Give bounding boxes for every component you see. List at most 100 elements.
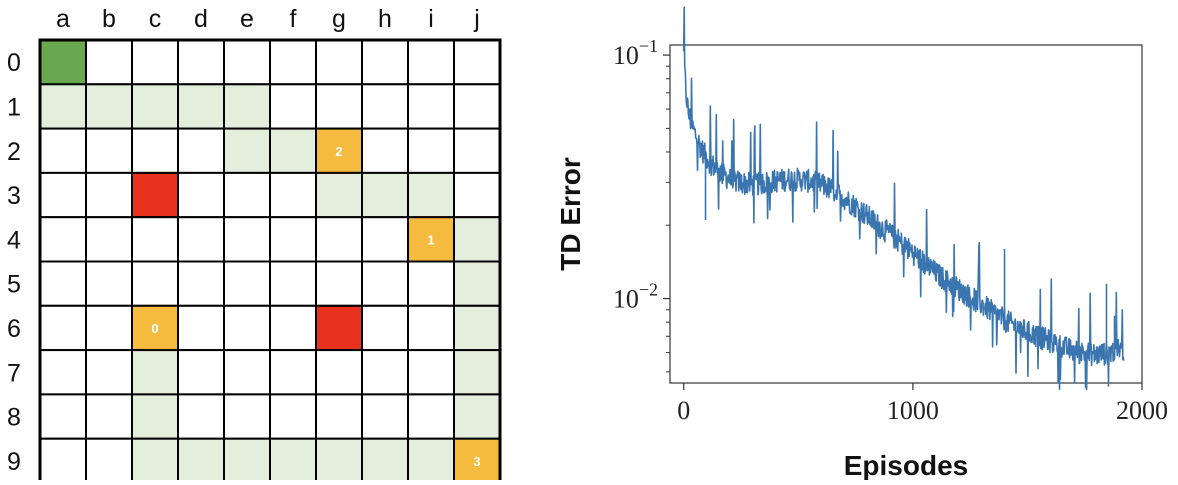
- grid-cell-g0: [315, 39, 363, 86]
- grid-cell-e1-path: [223, 83, 271, 130]
- grid-cell-g9-path: [315, 437, 363, 485]
- grid-cell-f7: [269, 349, 317, 396]
- row-label-4: 4: [7, 226, 21, 254]
- grid-cell-e5: [223, 260, 271, 307]
- grid-cell-a1-path: [39, 83, 87, 130]
- grid-cell-a7: [39, 349, 87, 396]
- grid-cell-j2: [453, 127, 501, 174]
- grid-cell-f6: [269, 304, 317, 352]
- grid-cell-c5: [131, 260, 179, 307]
- x-axis-title: Episodes: [844, 450, 968, 480]
- column-label-a: a: [56, 5, 70, 33]
- grid-cell-c3-obstacle: [131, 171, 179, 219]
- grid-cell-d6: [177, 304, 225, 352]
- grid-cell-f0: [269, 39, 317, 86]
- column-label-d: d: [194, 5, 208, 33]
- grid-cell-a6: [39, 304, 87, 352]
- row-label-6: 6: [7, 315, 21, 343]
- grid-cell-b8: [85, 393, 133, 440]
- grid-cell-g3-path: [315, 171, 363, 219]
- grid-cell-i2: [407, 127, 455, 174]
- column-label-g: g: [332, 5, 346, 33]
- grid-cell-h4: [361, 216, 409, 263]
- td-error-chart-svg: 0 1000 2000 10−1 10−2 Episodes TD Error: [555, 6, 1168, 481]
- row-label-3: 3: [7, 182, 21, 210]
- grid-cell-e6: [223, 304, 271, 352]
- grid-cell-f9-path: [269, 437, 317, 485]
- grid-cell-e3: [223, 171, 271, 219]
- row-label-5: 5: [7, 271, 21, 299]
- grid-cell-e8: [223, 393, 271, 440]
- grid-cell-h0: [361, 39, 409, 86]
- grid-cell-j7-path: [453, 349, 501, 396]
- gridworld-figure: a b c d e f g h i j 0 1 2 3 4 5 6 7 8 9 2 1 0 3: [0, 0, 510, 485]
- td-error-chart: 0 1000 2000 10−1 10−2 Episodes TD Error: [540, 0, 1178, 481]
- grid-cell-e2-path: [223, 127, 271, 174]
- grid-cell-g4: [315, 216, 363, 263]
- x-tick-label: 0: [677, 396, 690, 425]
- grid-cell-e4: [223, 216, 271, 263]
- grid-cell-d3: [177, 171, 225, 219]
- y-tick-label: 10−1: [613, 36, 658, 70]
- row-label-1: 1: [7, 93, 21, 121]
- grid-cell-b5: [85, 260, 133, 307]
- grid-cell-d1-path: [177, 83, 225, 130]
- grid-cell-f4: [269, 216, 317, 263]
- grid-cell-i6: [407, 304, 455, 352]
- grid-cell-i9-path: [407, 437, 455, 485]
- goal-label-2: 2: [335, 144, 342, 159]
- grid-cell-j5-path: [453, 260, 501, 307]
- grid-cell-f1: [269, 83, 317, 130]
- grid-cell-a3: [39, 171, 87, 219]
- grid-cell-d4: [177, 216, 225, 263]
- grid-cell-f8: [269, 393, 317, 440]
- grid-cell-j6-path: [453, 304, 501, 352]
- grid-cell-b1-path: [85, 83, 133, 130]
- grid-cell-e0: [223, 39, 271, 86]
- grid-cell-b7: [85, 349, 133, 396]
- column-label-b: b: [102, 5, 116, 33]
- grid-cell-j4-path: [453, 216, 501, 263]
- grid-cell-g1: [315, 83, 363, 130]
- grid-cell-h1: [361, 83, 409, 130]
- column-label-j: j: [473, 5, 480, 33]
- grid-cell-d0: [177, 39, 225, 86]
- grid-cell-b4: [85, 216, 133, 263]
- goal-label-3: 3: [473, 454, 480, 469]
- grid-cell-a8: [39, 393, 87, 440]
- grid-cell-c7-path: [131, 349, 179, 396]
- grid-cell-c8-path: [131, 393, 179, 440]
- goal-label-1: 1: [427, 232, 434, 247]
- grid-cell-d8: [177, 393, 225, 440]
- grid-cell-i7: [407, 349, 455, 396]
- row-label-8: 8: [7, 404, 21, 432]
- grid-cell-a2: [39, 127, 87, 174]
- goal-label-0: 0: [151, 321, 158, 336]
- grid-cell-g5: [315, 260, 363, 307]
- grid-cell-a0-start: [39, 39, 87, 86]
- y-axis-title: TD Error: [555, 157, 586, 271]
- grid-cell-b9: [85, 437, 133, 485]
- grid-cell-h3-path: [361, 171, 409, 219]
- grid-cell-f5: [269, 260, 317, 307]
- grid-cell-j0: [453, 39, 501, 86]
- grid-cell-g8: [315, 393, 363, 440]
- grid-cell-c0: [131, 39, 179, 86]
- grid-cell-i3-path: [407, 171, 455, 219]
- grid-cell-h7: [361, 349, 409, 396]
- grid-cell-i5: [407, 260, 455, 307]
- grid-cell-j1: [453, 83, 501, 130]
- x-tick-label: 1000: [887, 396, 939, 425]
- grid-cell-i1: [407, 83, 455, 130]
- grid-cell-c2: [131, 127, 179, 174]
- td-error-series-line: [682, 6, 1125, 391]
- grid-cell-h9-path: [361, 437, 409, 485]
- plot-frame: [669, 44, 1143, 384]
- grid-cell-i0: [407, 39, 455, 86]
- column-label-c: c: [149, 5, 162, 33]
- x-tick-label: 2000: [1116, 396, 1168, 425]
- row-label-2: 2: [7, 138, 21, 166]
- grid-cell-h6: [361, 304, 409, 352]
- grid-cell-a9: [39, 437, 87, 485]
- grid-cell-e9-path: [223, 437, 271, 485]
